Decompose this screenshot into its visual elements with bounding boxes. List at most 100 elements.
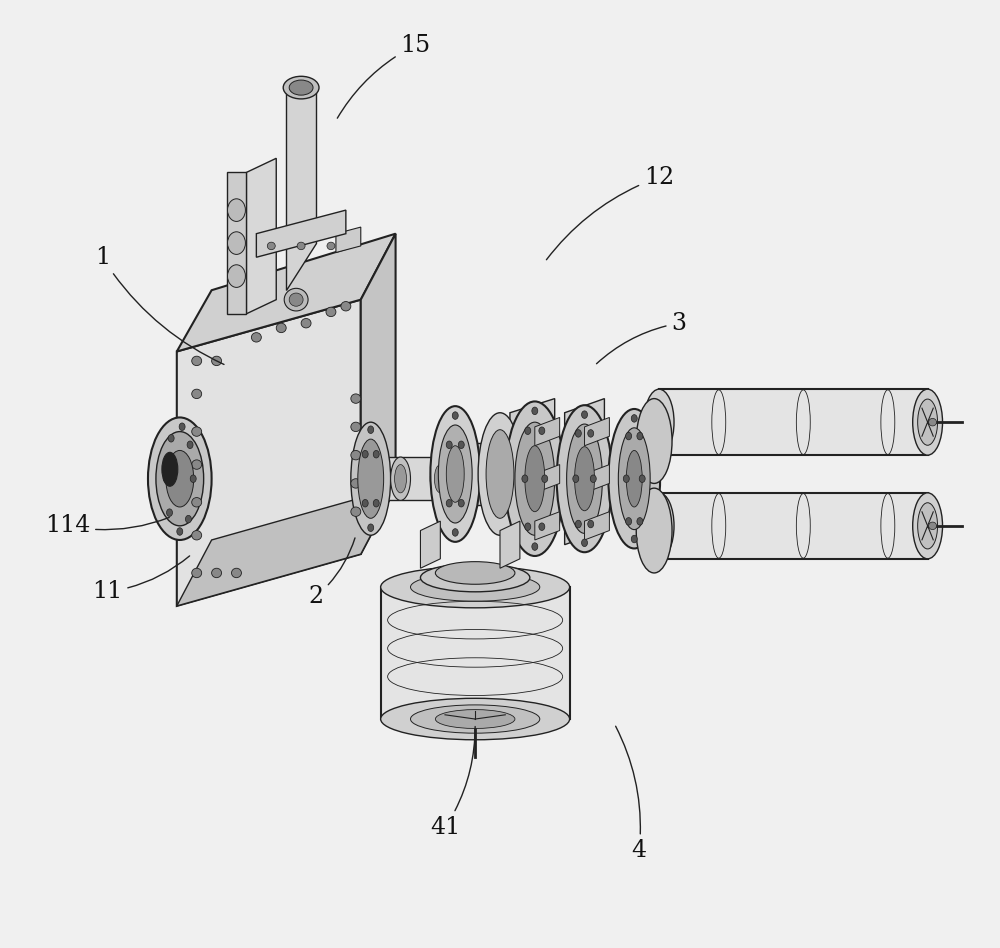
Ellipse shape: [284, 288, 308, 311]
Ellipse shape: [478, 412, 522, 536]
Ellipse shape: [582, 539, 588, 547]
Text: 3: 3: [597, 312, 687, 364]
Ellipse shape: [608, 409, 660, 549]
Ellipse shape: [438, 425, 472, 523]
Ellipse shape: [446, 441, 452, 448]
Ellipse shape: [192, 498, 202, 507]
Ellipse shape: [505, 401, 565, 556]
Ellipse shape: [525, 427, 531, 434]
Ellipse shape: [929, 418, 937, 426]
Ellipse shape: [637, 432, 643, 440]
Ellipse shape: [187, 441, 193, 448]
Ellipse shape: [289, 80, 313, 95]
Ellipse shape: [539, 427, 545, 434]
Ellipse shape: [430, 457, 450, 501]
Polygon shape: [585, 465, 609, 493]
Ellipse shape: [639, 475, 645, 483]
Polygon shape: [535, 417, 560, 446]
Ellipse shape: [373, 450, 379, 458]
Polygon shape: [535, 512, 560, 540]
Polygon shape: [585, 417, 609, 446]
Ellipse shape: [525, 446, 545, 512]
Polygon shape: [455, 443, 545, 505]
Ellipse shape: [177, 528, 183, 536]
Ellipse shape: [148, 417, 212, 540]
Ellipse shape: [358, 439, 384, 519]
Polygon shape: [286, 87, 316, 290]
Ellipse shape: [532, 407, 538, 414]
Ellipse shape: [588, 520, 594, 528]
Ellipse shape: [351, 422, 361, 431]
Ellipse shape: [575, 429, 581, 437]
Ellipse shape: [297, 242, 305, 249]
Polygon shape: [246, 158, 276, 314]
Ellipse shape: [486, 429, 514, 519]
Ellipse shape: [192, 427, 202, 436]
Ellipse shape: [929, 522, 937, 530]
Ellipse shape: [420, 563, 530, 592]
Ellipse shape: [391, 457, 411, 501]
Ellipse shape: [351, 450, 361, 460]
Polygon shape: [659, 493, 928, 558]
Ellipse shape: [341, 301, 351, 311]
Ellipse shape: [515, 422, 555, 536]
Ellipse shape: [167, 509, 172, 517]
Ellipse shape: [452, 411, 458, 419]
Ellipse shape: [567, 424, 602, 534]
Ellipse shape: [228, 199, 245, 222]
Ellipse shape: [631, 414, 637, 422]
Ellipse shape: [430, 406, 480, 542]
Polygon shape: [336, 228, 361, 252]
Ellipse shape: [636, 488, 672, 573]
Ellipse shape: [452, 529, 458, 537]
Ellipse shape: [251, 333, 261, 342]
Ellipse shape: [522, 475, 528, 483]
Ellipse shape: [326, 307, 336, 317]
Text: 12: 12: [546, 166, 674, 260]
Ellipse shape: [162, 452, 178, 486]
Polygon shape: [227, 173, 246, 314]
Ellipse shape: [532, 543, 538, 551]
Ellipse shape: [539, 523, 545, 531]
Polygon shape: [420, 521, 440, 568]
Ellipse shape: [626, 432, 632, 440]
Ellipse shape: [542, 475, 548, 483]
Polygon shape: [177, 488, 396, 606]
Ellipse shape: [185, 516, 191, 523]
Polygon shape: [500, 521, 520, 568]
Ellipse shape: [192, 390, 202, 398]
Ellipse shape: [525, 523, 531, 531]
Ellipse shape: [368, 524, 374, 532]
Ellipse shape: [626, 450, 642, 507]
Ellipse shape: [435, 710, 515, 728]
Ellipse shape: [636, 398, 672, 483]
Ellipse shape: [575, 520, 581, 528]
Text: 11: 11: [92, 556, 190, 603]
Ellipse shape: [644, 390, 674, 455]
Text: 114: 114: [45, 515, 169, 538]
Ellipse shape: [351, 422, 391, 536]
Ellipse shape: [582, 410, 588, 418]
Ellipse shape: [228, 264, 245, 287]
Ellipse shape: [458, 500, 464, 507]
Ellipse shape: [381, 566, 570, 608]
Ellipse shape: [644, 493, 674, 558]
Ellipse shape: [575, 447, 594, 511]
Ellipse shape: [362, 450, 368, 458]
Ellipse shape: [289, 293, 303, 306]
Ellipse shape: [163, 475, 169, 483]
Polygon shape: [177, 300, 361, 606]
Polygon shape: [659, 390, 928, 455]
Ellipse shape: [228, 232, 245, 254]
Ellipse shape: [362, 500, 368, 507]
Ellipse shape: [212, 356, 222, 366]
Ellipse shape: [166, 450, 194, 507]
Polygon shape: [381, 587, 570, 719]
Text: 15: 15: [337, 34, 431, 118]
Ellipse shape: [192, 531, 202, 540]
Ellipse shape: [411, 573, 540, 601]
Polygon shape: [585, 512, 609, 540]
Ellipse shape: [631, 536, 637, 543]
Ellipse shape: [623, 475, 629, 483]
Text: 41: 41: [430, 726, 475, 839]
